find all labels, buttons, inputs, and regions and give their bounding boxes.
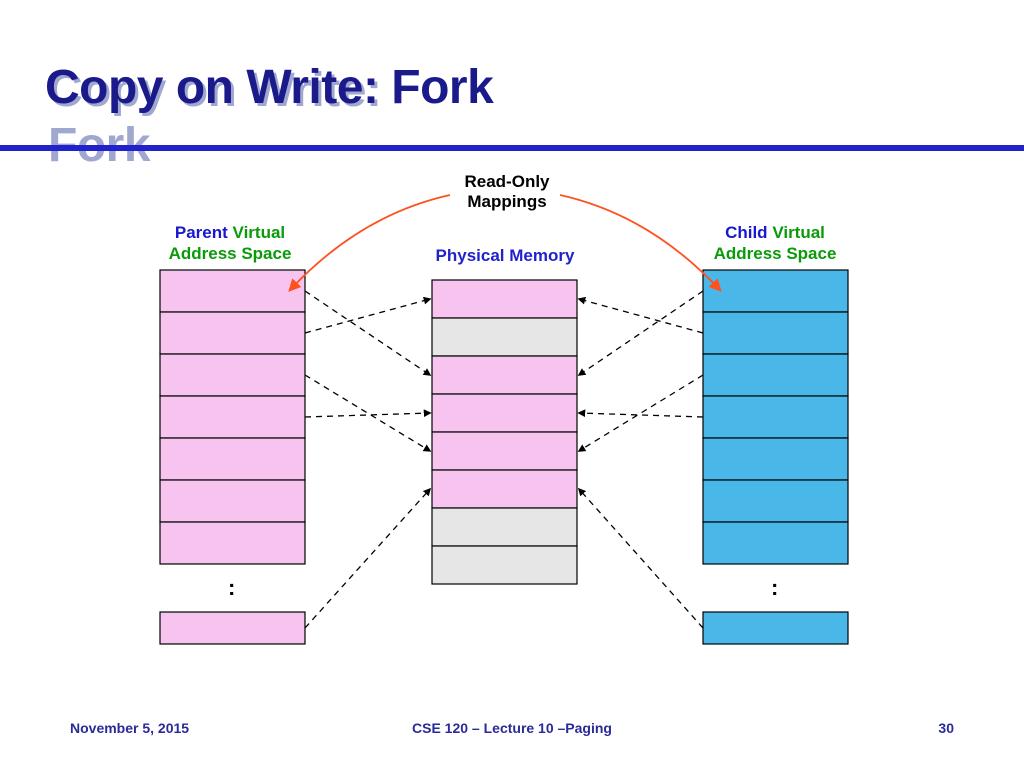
slide-title: Copy on Write: Fork Copy on Write: Fork: [45, 60, 493, 115]
footer-center: CSE 120 – Lecture 10 –Paging: [0, 720, 1024, 736]
diagram-canvas: [0, 0, 1024, 768]
slide-footer: November 5, 2015 CSE 120 – Lecture 10 –P…: [0, 720, 1024, 740]
footer-page: 30: [938, 720, 954, 736]
slide-title-front: Copy on Write: Fork: [45, 61, 493, 114]
